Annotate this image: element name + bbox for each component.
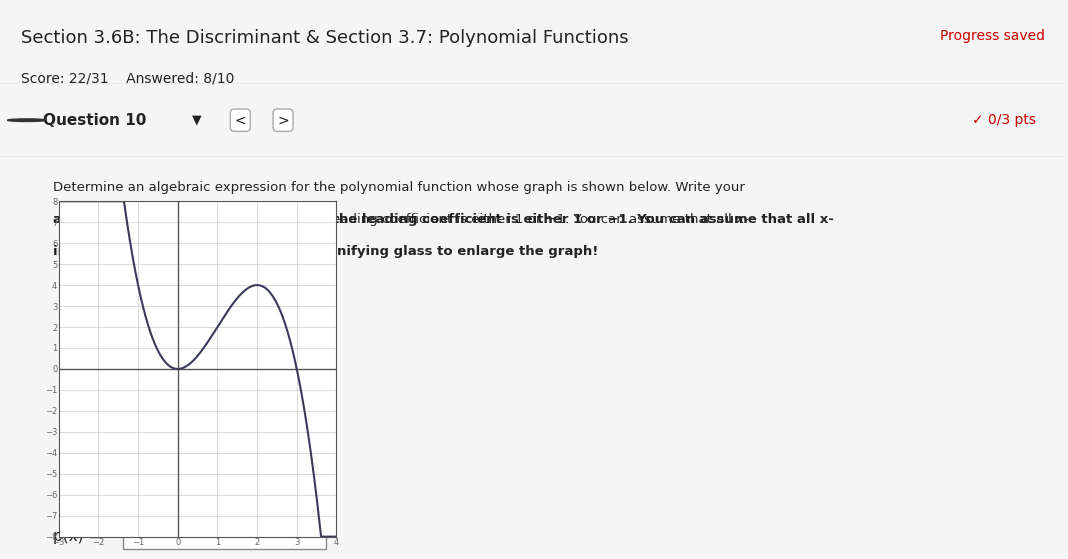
Text: <: < <box>235 113 246 127</box>
Text: Determine an algebraic expression for the polynomial function whose graph is sho: Determine an algebraic expression for th… <box>53 181 745 193</box>
Text: Section 3.6B: The Discriminant & Section 3.7: Polynomial Functions: Section 3.6B: The Discriminant & Section… <box>21 29 629 48</box>
Text: Score: 22/31    Answered: 8/10: Score: 22/31 Answered: 8/10 <box>21 72 235 86</box>
Text: intercepts are integers. Click the magnifying glass to enlarge the graph!: intercepts are integers. Click the magni… <box>53 245 599 258</box>
Text: Question 10: Question 10 <box>43 113 146 127</box>
Text: Progress saved: Progress saved <box>940 29 1045 44</box>
FancyBboxPatch shape <box>123 527 326 549</box>
Text: answer in factored form and assume the leading coefficient is either 1 or −1. Yo: answer in factored form and assume the l… <box>53 213 749 226</box>
Circle shape <box>7 119 46 121</box>
Text: answer in factored form and assume the leading coefficient is either 1 or −1. Yo: answer in factored form and assume the l… <box>53 213 834 226</box>
Text: p(x) =: p(x) = <box>53 529 101 544</box>
Text: >: > <box>278 113 288 127</box>
Text: ▼: ▼ <box>192 113 202 127</box>
Text: ✓ 0/3 pts: ✓ 0/3 pts <box>972 113 1036 127</box>
